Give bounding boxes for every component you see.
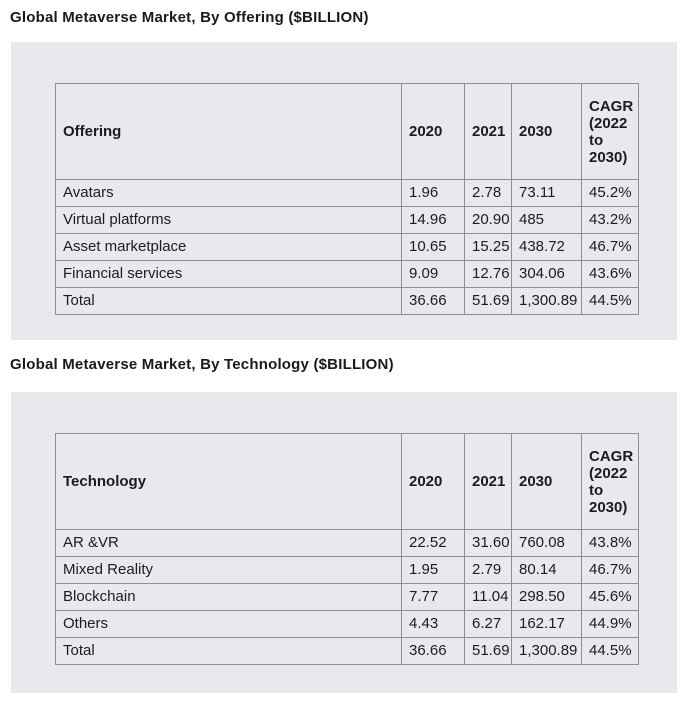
table-row-total: Total 36.66 51.69 1,300.89 44.5% bbox=[55, 287, 639, 315]
value-cell: 485 bbox=[511, 206, 582, 234]
row-label: AR &VR bbox=[55, 529, 402, 557]
value-cell: 51.69 bbox=[464, 287, 512, 315]
technology-section-title: Global Metaverse Market, By Technology (… bbox=[10, 356, 394, 373]
table-row-blockchain: Blockchain 7.77 11.04 298.50 45.6% bbox=[55, 583, 639, 611]
value-cell: 1.95 bbox=[401, 556, 465, 584]
value-cell: 44.5% bbox=[581, 287, 639, 315]
value-cell: 9.09 bbox=[401, 260, 465, 288]
column-header-2021: 2021 bbox=[464, 433, 512, 530]
column-header-2020: 2020 bbox=[401, 433, 465, 530]
value-cell: 51.69 bbox=[464, 637, 512, 665]
offering-section-title: Global Metaverse Market, By Offering ($B… bbox=[10, 9, 369, 26]
value-cell: 7.77 bbox=[401, 583, 465, 611]
value-cell: 6.27 bbox=[464, 610, 512, 638]
technology-table: Technology 2020 2021 2030 CAGR (2022 to … bbox=[55, 433, 639, 665]
value-cell: 45.2% bbox=[581, 179, 639, 207]
table-row-mixed-reality: Mixed Reality 1.95 2.79 80.14 46.7% bbox=[55, 556, 639, 584]
offering-table: Offering 2020 2021 2030 CAGR (2022 to 20… bbox=[55, 83, 639, 315]
value-cell: 14.96 bbox=[401, 206, 465, 234]
value-cell: 20.90 bbox=[464, 206, 512, 234]
value-cell: 46.7% bbox=[581, 556, 639, 584]
column-header-technology: Technology bbox=[55, 433, 402, 530]
row-label: Asset marketplace bbox=[55, 233, 402, 261]
value-cell: 2.79 bbox=[464, 556, 512, 584]
table-row-avatars: Avatars 1.96 2.78 73.11 45.2% bbox=[55, 179, 639, 207]
row-label: Blockchain bbox=[55, 583, 402, 611]
value-cell: 43.6% bbox=[581, 260, 639, 288]
value-cell: 11.04 bbox=[464, 583, 512, 611]
table-row-virtual-platforms: Virtual platforms 14.96 20.90 485 43.2% bbox=[55, 206, 639, 234]
value-cell: 43.2% bbox=[581, 206, 639, 234]
value-cell: 73.11 bbox=[511, 179, 582, 207]
row-label: Total bbox=[55, 637, 402, 665]
column-header-2030: 2030 bbox=[511, 433, 582, 530]
value-cell: 46.7% bbox=[581, 233, 639, 261]
column-header-cagr: CAGR (2022 to 2030) bbox=[581, 83, 639, 180]
value-cell: 12.76 bbox=[464, 260, 512, 288]
value-cell: 10.65 bbox=[401, 233, 465, 261]
row-label: Total bbox=[55, 287, 402, 315]
value-cell: 44.5% bbox=[581, 637, 639, 665]
value-cell: 80.14 bbox=[511, 556, 582, 584]
table-row-asset-marketplace: Asset marketplace 10.65 15.25 438.72 46.… bbox=[55, 233, 639, 261]
value-cell: 43.8% bbox=[581, 529, 639, 557]
value-cell: 2.78 bbox=[464, 179, 512, 207]
technology-header-row: Technology 2020 2021 2030 CAGR (2022 to … bbox=[55, 433, 639, 530]
value-cell: 304.06 bbox=[511, 260, 582, 288]
table-row-financial-services: Financial services 9.09 12.76 304.06 43.… bbox=[55, 260, 639, 288]
row-label: Virtual platforms bbox=[55, 206, 402, 234]
value-cell: 36.66 bbox=[401, 287, 465, 315]
offering-header-row: Offering 2020 2021 2030 CAGR (2022 to 20… bbox=[55, 83, 639, 180]
table-row-ar-vr: AR &VR 22.52 31.60 760.08 43.8% bbox=[55, 529, 639, 557]
value-cell: 45.6% bbox=[581, 583, 639, 611]
value-cell: 1,300.89 bbox=[511, 637, 582, 665]
column-header-2021: 2021 bbox=[464, 83, 512, 180]
value-cell: 438.72 bbox=[511, 233, 582, 261]
column-header-2020: 2020 bbox=[401, 83, 465, 180]
table-row-others: Others 4.43 6.27 162.17 44.9% bbox=[55, 610, 639, 638]
value-cell: 760.08 bbox=[511, 529, 582, 557]
value-cell: 15.25 bbox=[464, 233, 512, 261]
row-label: Mixed Reality bbox=[55, 556, 402, 584]
offering-table-panel: Offering 2020 2021 2030 CAGR (2022 to 20… bbox=[11, 42, 677, 340]
row-label: Financial services bbox=[55, 260, 402, 288]
value-cell: 298.50 bbox=[511, 583, 582, 611]
table-row-total: Total 36.66 51.69 1,300.89 44.5% bbox=[55, 637, 639, 665]
row-label: Others bbox=[55, 610, 402, 638]
row-label: Avatars bbox=[55, 179, 402, 207]
column-header-2030: 2030 bbox=[511, 83, 582, 180]
value-cell: 162.17 bbox=[511, 610, 582, 638]
technology-table-panel: Technology 2020 2021 2030 CAGR (2022 to … bbox=[11, 392, 677, 693]
value-cell: 22.52 bbox=[401, 529, 465, 557]
value-cell: 44.9% bbox=[581, 610, 639, 638]
value-cell: 31.60 bbox=[464, 529, 512, 557]
value-cell: 1,300.89 bbox=[511, 287, 582, 315]
value-cell: 36.66 bbox=[401, 637, 465, 665]
value-cell: 1.96 bbox=[401, 179, 465, 207]
column-header-offering: Offering bbox=[55, 83, 402, 180]
value-cell: 4.43 bbox=[401, 610, 465, 638]
column-header-cagr: CAGR (2022 to 2030) bbox=[581, 433, 639, 530]
